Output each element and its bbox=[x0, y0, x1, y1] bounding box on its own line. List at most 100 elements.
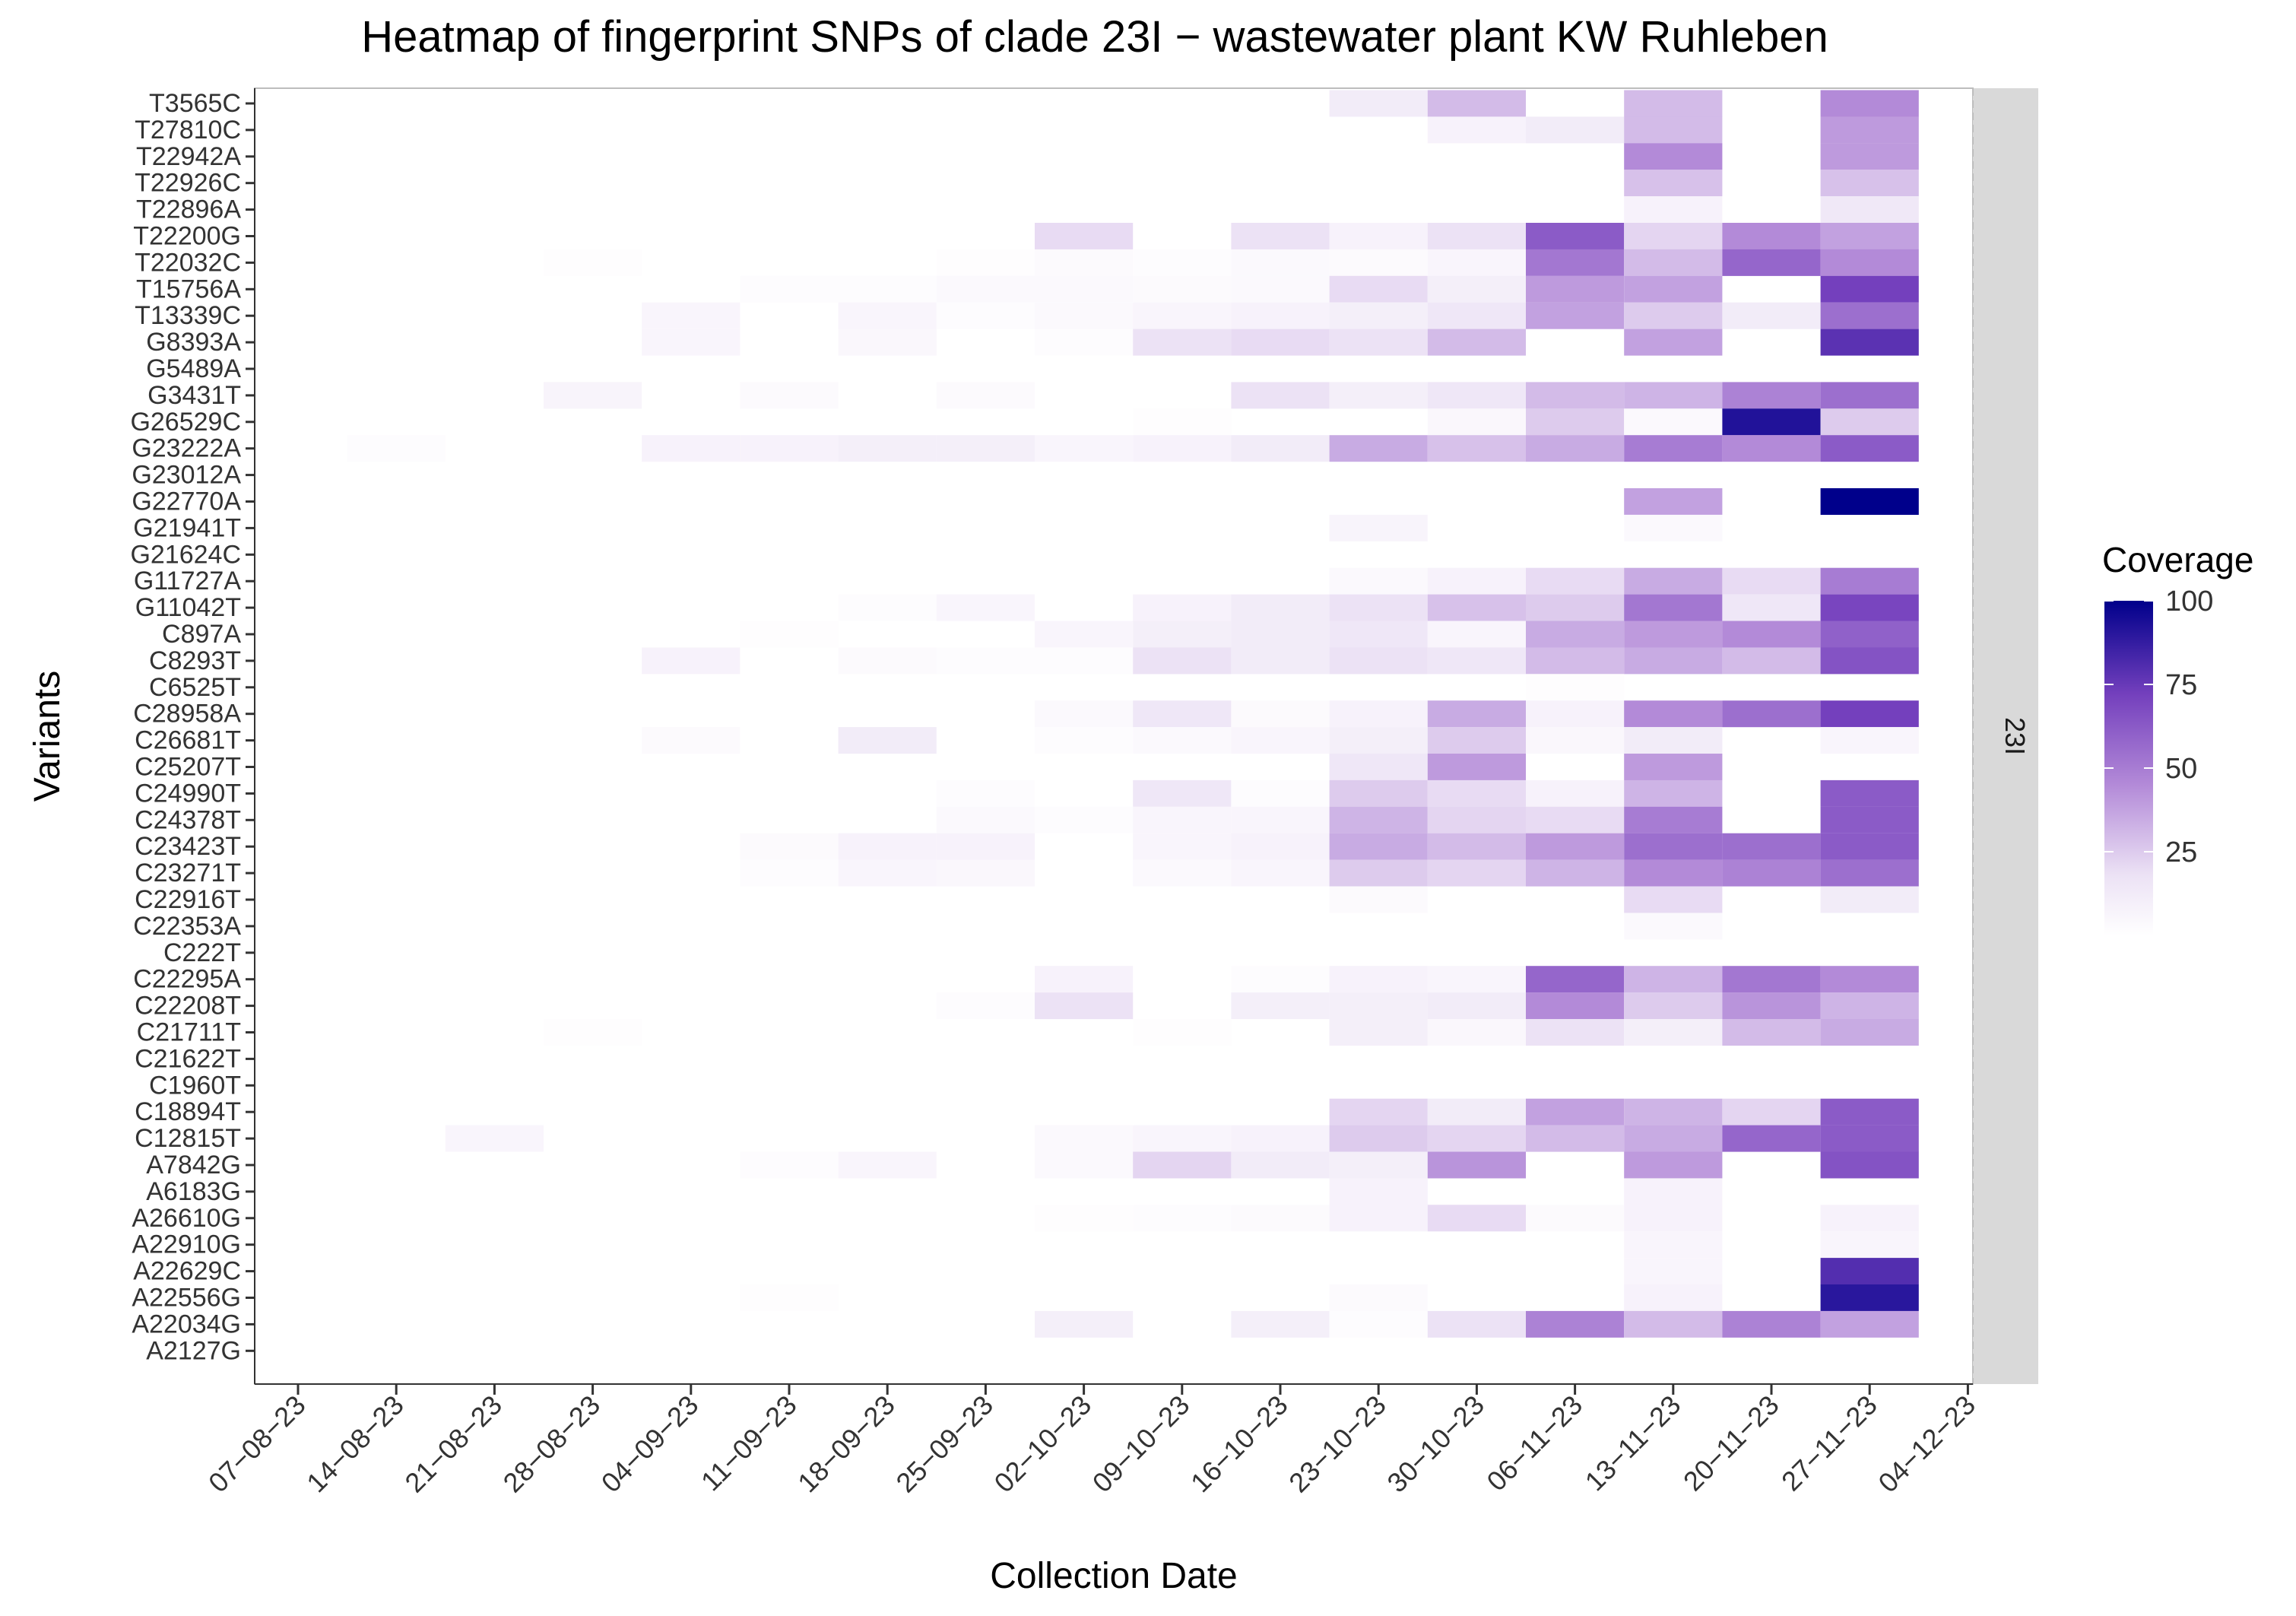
heatmap-cell bbox=[936, 302, 1035, 329]
heatmap-cell bbox=[1329, 806, 1428, 833]
x-tick-label: 09−10−23 bbox=[1086, 1389, 1196, 1499]
y-tick-label: T3565C bbox=[149, 89, 241, 118]
y-tick-label: C21622T bbox=[135, 1044, 241, 1073]
heatmap-cell bbox=[1624, 727, 1723, 754]
heatmap-cell bbox=[1526, 594, 1625, 621]
heatmap-cell bbox=[1526, 833, 1625, 860]
heatmap-cell bbox=[1231, 966, 1330, 993]
heatmap-cell bbox=[1427, 700, 1526, 728]
heatmap-cell bbox=[1133, 647, 1232, 675]
heatmap-cell bbox=[1133, 779, 1232, 807]
heatmap-cell bbox=[1722, 435, 1821, 462]
heatmap-cell bbox=[1624, 886, 1723, 913]
heatmap-cell bbox=[1526, 249, 1625, 276]
heatmap-cell bbox=[1329, 647, 1428, 675]
heatmap-cell bbox=[1526, 302, 1625, 329]
heatmap-cell bbox=[544, 1019, 642, 1046]
heatmap-cell bbox=[1624, 1258, 1723, 1285]
heatmap-cell bbox=[1133, 859, 1232, 887]
legend-tick-label: 100 bbox=[2165, 586, 2213, 618]
heatmap-cell bbox=[1035, 275, 1134, 303]
heatmap-cell bbox=[936, 249, 1035, 276]
x-tick-label: 14−08−23 bbox=[300, 1389, 410, 1499]
heatmap-cell bbox=[1329, 382, 1428, 409]
heatmap-cell bbox=[1820, 727, 1919, 754]
heatmap-cell bbox=[1624, 1310, 1723, 1338]
heatmap-cell bbox=[838, 859, 937, 887]
heatmap-cell bbox=[1329, 223, 1428, 249]
heatmap-cell bbox=[1427, 223, 1526, 249]
heatmap-cell bbox=[1329, 329, 1428, 356]
heatmap-cell bbox=[1820, 992, 1919, 1020]
heatmap-cell bbox=[1035, 223, 1134, 249]
heatmap-cell bbox=[936, 833, 1035, 860]
heatmap-cell bbox=[1624, 116, 1723, 144]
heatmap-cell bbox=[838, 1151, 937, 1179]
y-tick-label: A22556G bbox=[132, 1284, 241, 1313]
heatmap-cell bbox=[1624, 1125, 1723, 1152]
x-tick-label: 28−08−23 bbox=[497, 1389, 607, 1499]
facet-label: 23I bbox=[1999, 717, 2031, 755]
heatmap-cell bbox=[1035, 1125, 1134, 1152]
legend-tick-label: 50 bbox=[2165, 753, 2197, 785]
heatmap-cell bbox=[1427, 833, 1526, 860]
heatmap-cell bbox=[1329, 1284, 1428, 1311]
heatmap-cell bbox=[1526, 1125, 1625, 1152]
x-axis: 07−08−2314−08−2321−08−2328−08−2304−09−23… bbox=[202, 1383, 1981, 1499]
heatmap-cell bbox=[1133, 833, 1232, 860]
heatmap-cell bbox=[1624, 223, 1723, 249]
heatmap-cell bbox=[740, 435, 839, 462]
heatmap-cell bbox=[1427, 408, 1526, 436]
heatmap-cell bbox=[1624, 754, 1723, 780]
heatmap-cell bbox=[1820, 567, 1919, 595]
y-tick-label: C22916T bbox=[135, 885, 241, 914]
heatmap-cell bbox=[1329, 1098, 1428, 1125]
y-tick-label: G23012A bbox=[132, 461, 241, 490]
heatmap-cell bbox=[1329, 859, 1428, 887]
y-tick-label: T27810C bbox=[135, 116, 241, 144]
heatmap-cell bbox=[1035, 992, 1134, 1020]
heatmap-cell bbox=[445, 1125, 544, 1152]
heatmap-cell bbox=[1329, 90, 1428, 117]
heatmap-cell bbox=[1526, 621, 1625, 648]
heatmap-cell bbox=[838, 329, 937, 356]
heatmap-cell bbox=[1624, 621, 1723, 648]
heatmap-cell bbox=[740, 275, 839, 303]
heatmap-cell bbox=[1035, 329, 1134, 356]
heatmap-cell bbox=[1231, 621, 1330, 648]
y-tick-label: G23222A bbox=[132, 434, 241, 463]
heatmap-cell bbox=[1624, 1098, 1723, 1125]
heatmap-cell bbox=[838, 594, 937, 621]
heatmap-cell bbox=[1035, 249, 1134, 276]
x-tick-label: 04−09−23 bbox=[595, 1389, 705, 1499]
heatmap-cell bbox=[1231, 833, 1330, 860]
heatmap-cell bbox=[1624, 1178, 1723, 1205]
heatmap-cell bbox=[1624, 700, 1723, 728]
y-tick-label: A2127G bbox=[146, 1336, 241, 1365]
y-tick-label: C24990T bbox=[135, 779, 241, 808]
y-tick-label: T13339C bbox=[135, 301, 241, 330]
heatmap-cell bbox=[1329, 302, 1428, 329]
heatmap-cell bbox=[1722, 302, 1821, 329]
heatmap-cell bbox=[838, 727, 937, 754]
heatmap-cell bbox=[1526, 435, 1625, 462]
heatmap-cell bbox=[1722, 647, 1821, 675]
heatmap-cell bbox=[1820, 1258, 1919, 1285]
heatmap-cell bbox=[1231, 1151, 1330, 1179]
heatmap-cell bbox=[1133, 408, 1232, 436]
heatmap-cell bbox=[1329, 727, 1428, 754]
heatmap-cell bbox=[1526, 859, 1625, 887]
heatmap-cell bbox=[642, 647, 740, 675]
heatmap-cell bbox=[1329, 594, 1428, 621]
heatmap-cell bbox=[1624, 1284, 1723, 1311]
heatmap-cell bbox=[1427, 1098, 1526, 1125]
heatmap-cell bbox=[1820, 1205, 1919, 1232]
heatmap-cell bbox=[642, 727, 740, 754]
heatmap-cell bbox=[1231, 1310, 1330, 1338]
y-tick-label: A22629C bbox=[133, 1257, 241, 1286]
heatmap-cell bbox=[1624, 249, 1723, 276]
heatmap-cell bbox=[1329, 1310, 1428, 1338]
heatmap-cell bbox=[936, 647, 1035, 675]
heatmap-cell bbox=[1624, 302, 1723, 329]
legend-ticks: 25 50 75 100 bbox=[2104, 586, 2213, 868]
